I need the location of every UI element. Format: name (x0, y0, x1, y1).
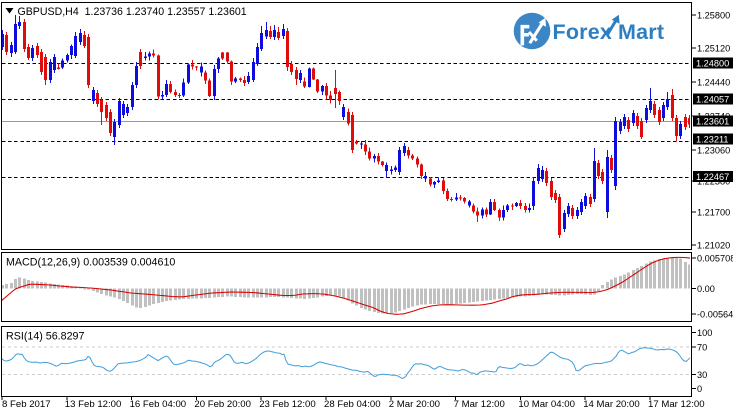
svg-text:13 Feb 12:00: 13 Feb 12:00 (65, 399, 122, 410)
svg-text:2 Mar 20:00: 2 Mar 20:00 (389, 399, 440, 410)
svg-text:Mart: Mart (618, 20, 664, 44)
svg-text:1.24057: 1.24057 (696, 94, 729, 104)
svg-text:1.24800: 1.24800 (696, 58, 729, 68)
svg-text:10 Mar 04:00: 10 Mar 04:00 (518, 399, 575, 410)
svg-text:RSI(14) 56.8297: RSI(14) 56.8297 (6, 331, 84, 343)
svg-text:20 Feb 20:00: 20 Feb 20:00 (194, 399, 251, 410)
svg-text:16 Feb 04:00: 16 Feb 04:00 (130, 399, 187, 410)
svg-text:1.23060: 1.23060 (697, 145, 730, 155)
svg-text:1.23601: 1.23601 (696, 116, 729, 126)
svg-text:14 Mar 20:00: 14 Mar 20:00 (583, 399, 640, 410)
svg-text:Forex: Forex (553, 20, 613, 44)
svg-text:1.25800: 1.25800 (697, 10, 730, 20)
svg-text:8 Feb 2017: 8 Feb 2017 (2, 399, 51, 410)
svg-text:0.00: 0.00 (697, 284, 715, 294)
svg-text:23 Feb 12:00: 23 Feb 12:00 (259, 399, 316, 410)
svg-text:1.21020: 1.21020 (697, 240, 730, 250)
svg-text:GBPUSD,H4 1.23736 1.23740 1.2: GBPUSD,H4 1.23736 1.23740 1.23557 1.2360… (18, 6, 247, 18)
svg-text:1.24440: 1.24440 (697, 77, 730, 87)
svg-text:28 Feb 04:00: 28 Feb 04:00 (324, 399, 381, 410)
svg-text:MACD(12,26,9) 0.003539 0.00461: MACD(12,26,9) 0.003539 0.004610 (6, 257, 175, 269)
svg-text:1.25120: 1.25120 (697, 43, 730, 53)
svg-text:1.21700: 1.21700 (697, 207, 730, 217)
svg-text:30: 30 (697, 370, 707, 380)
svg-text:70: 70 (697, 342, 707, 352)
svg-text:1.22467: 1.22467 (696, 172, 729, 182)
svg-text:-0.005643: -0.005643 (697, 309, 733, 319)
svg-text:7 Mar 12:00: 7 Mar 12:00 (454, 399, 505, 410)
svg-text:17 Mar 12:00: 17 Mar 12:00 (648, 399, 705, 410)
svg-text:0: 0 (697, 384, 702, 394)
svg-text:0.005708: 0.005708 (697, 253, 733, 263)
svg-text:100: 100 (697, 328, 712, 338)
svg-text:1.23211: 1.23211 (696, 134, 729, 144)
